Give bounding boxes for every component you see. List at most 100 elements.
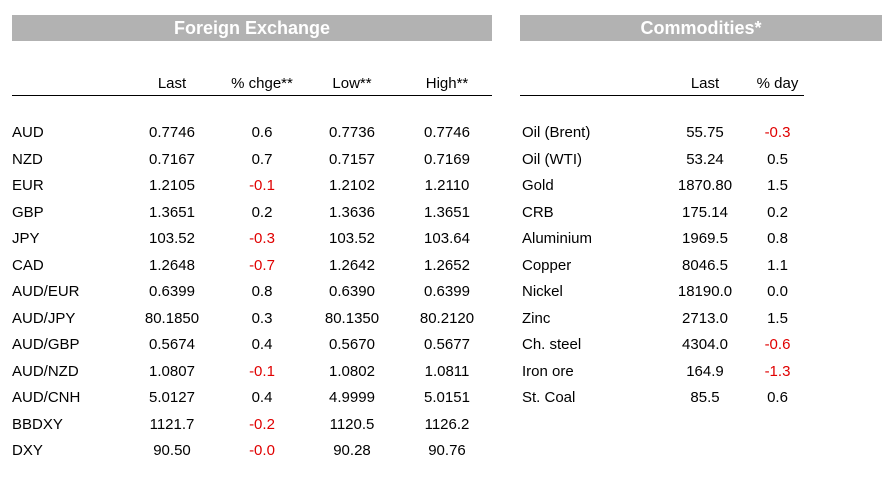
commodity-last-value: 8046.5 (682, 256, 728, 274)
commodities-header-last: Last (690, 75, 720, 92)
commodity-day-change: 0.5 (767, 150, 788, 168)
fx-table-row: AUD/EUR 0.6399 0.8 0.6390 0.6399 (12, 282, 492, 309)
fx-change-value: 0.7 (251, 150, 273, 168)
fx-low-value: 1120.5 (329, 415, 375, 433)
fx-change-value: -0.1 (249, 177, 275, 194)
fx-currency-name: NZD (12, 150, 43, 168)
commodities-table-row: Zinc 2713.0 1.5 (520, 309, 882, 336)
commodities-header-day: % day (756, 75, 799, 92)
fx-table-row: EUR 1.2105 -0.1 1.2102 1.2110 (12, 176, 492, 203)
fx-low-value: 90.28 (333, 442, 371, 459)
commodity-name: Copper (522, 256, 572, 274)
fx-low-value: 1.2102 (329, 177, 375, 194)
commodity-day-change: 0.8 (767, 230, 788, 247)
fx-change-value: -0.3 (249, 230, 275, 247)
fx-last-value: 1.2105 (149, 177, 195, 194)
fx-currency-name: AUD/CNH (12, 389, 81, 406)
commodity-day-change: -1.3 (764, 362, 791, 380)
fx-currency-name: AUD/NZD (12, 362, 79, 380)
fx-last-value: 1121.7 (149, 415, 195, 433)
commodities-header-rule (520, 95, 804, 96)
fx-table-row: AUD/CNH 5.0127 0.4 4.9999 5.0151 (12, 388, 492, 415)
fx-last-value: 0.5674 (149, 336, 195, 353)
fx-last-value: 1.2648 (149, 256, 195, 274)
commodity-last-value: 164.9 (686, 362, 724, 380)
commodity-name: Oil (Brent) (522, 124, 591, 141)
fx-high-value: 103.64 (424, 230, 470, 247)
commodity-name: CRB (522, 203, 554, 221)
fx-high-value: 1.2110 (424, 177, 470, 194)
commodities-title: Commodities* (520, 15, 882, 41)
fx-header-low: Low** (332, 75, 372, 92)
commodities-table-row: Ch. steel 4304.0 -0.6 (520, 335, 882, 362)
commodity-day-change: 0.6 (767, 389, 788, 406)
commodity-day-change: 1.1 (767, 256, 788, 274)
fx-change-value: 0.4 (251, 336, 273, 353)
fx-high-value: 5.0151 (424, 389, 470, 406)
fx-low-value: 0.6390 (329, 283, 375, 300)
commodity-last-value: 18190.0 (677, 283, 733, 300)
commodities-table-row: St. Coal 85.5 0.6 (520, 388, 882, 415)
fx-low-value: 1.3636 (329, 203, 375, 221)
fx-change-value: 0.4 (251, 389, 273, 406)
commodity-name: Zinc (522, 309, 551, 327)
fx-change-value: 0.3 (251, 309, 273, 327)
commodity-day-change: 1.5 (767, 309, 788, 327)
fx-table-row: JPY 103.52 -0.3 103.52 103.64 (12, 229, 492, 256)
fx-title: Foreign Exchange (12, 15, 492, 41)
commodity-day-change: -0.3 (764, 124, 791, 141)
fx-currency-name: AUD (12, 124, 44, 141)
commodity-last-value: 85.5 (690, 389, 720, 406)
commodities-table-row: Aluminium 1969.5 0.8 (520, 229, 882, 256)
fx-change-value: 0.6 (251, 124, 273, 141)
fx-currency-name: JPY (12, 230, 40, 247)
commodity-name: Ch. steel (522, 336, 582, 353)
fx-last-value: 103.52 (149, 230, 195, 247)
fx-last-value: 0.7746 (149, 124, 195, 141)
commodity-name: Iron ore (522, 362, 574, 380)
commodity-name: Oil (WTI) (522, 150, 582, 168)
fx-currency-name: AUD/EUR (12, 283, 80, 300)
commodity-last-value: 175.14 (682, 203, 728, 221)
fx-change-value: -0.2 (249, 415, 275, 433)
fx-high-value: 1.3651 (424, 203, 470, 221)
commodity-day-change: 1.5 (767, 177, 788, 194)
fx-last-value: 5.0127 (149, 389, 195, 406)
commodity-last-value: 2713.0 (682, 309, 728, 327)
fx-high-value: 1126.2 (424, 415, 470, 433)
fx-change-value: -0.1 (249, 362, 275, 380)
commodities-table-row: Nickel 18190.0 0.0 (520, 282, 882, 309)
fx-currency-name: AUD/GBP (12, 336, 80, 353)
fx-last-value: 90.50 (153, 442, 191, 459)
fx-table-body: AUD 0.7746 0.6 0.7736 0.7746 NZD 0.7167 0.7 0.71… (12, 123, 492, 468)
commodity-name: St. Coal (522, 389, 576, 406)
fx-currency-name: BBDXY (12, 415, 63, 433)
fx-header-row: Last % chge** Low** High** (12, 75, 492, 95)
fx-header-rule (12, 95, 492, 96)
fx-table-row: AUD/NZD 1.0807 -0.1 1.0802 1.0811 (12, 362, 492, 389)
fx-last-value: 80.1850 (144, 309, 200, 327)
commodities-table-row: Iron ore 164.9 -1.3 (520, 362, 882, 389)
fx-high-value: 1.0811 (424, 362, 470, 380)
fx-table-row: AUD/JPY 80.1850 0.3 80.1350 80.2120 (12, 309, 492, 336)
commodity-name: Gold (522, 177, 554, 194)
commodity-last-value: 1870.80 (677, 177, 733, 194)
commodity-last-value: 4304.0 (682, 336, 728, 353)
fx-last-value: 0.6399 (149, 283, 195, 300)
fx-last-value: 1.0807 (149, 362, 195, 380)
fx-change-value: -0.7 (249, 256, 275, 274)
commodities-table-body: Oil (Brent) 55.75 -0.3 Oil (WTI) 53.24 0.5 Gol… (520, 123, 882, 415)
fx-header-chg: % chge** (231, 75, 293, 92)
fx-header-high: High** (425, 75, 469, 92)
fx-last-value: 1.3651 (149, 203, 195, 221)
commodity-last-value: 55.75 (686, 124, 724, 141)
commodity-last-value: 1969.5 (682, 230, 728, 247)
fx-high-value: 0.5677 (424, 336, 470, 353)
fx-currency-name: GBP (12, 203, 44, 221)
fx-high-value: 0.7746 (424, 124, 470, 141)
commodities-table-row: Gold 1870.80 1.5 (520, 176, 882, 203)
fx-header-last: Last (157, 75, 187, 92)
fx-low-value: 103.52 (329, 230, 375, 247)
commodities-table-row: Oil (WTI) 53.24 0.5 (520, 150, 882, 177)
fx-table-row: DXY 90.50 -0.0 90.28 90.76 (12, 441, 492, 468)
